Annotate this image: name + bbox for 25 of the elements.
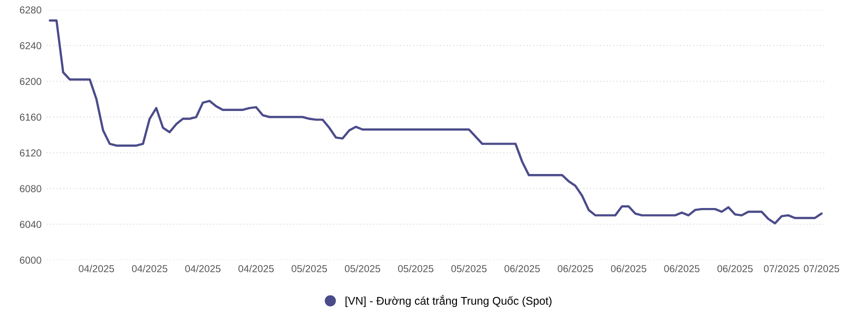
x-tick-label: 05/2025 [344, 264, 380, 272]
y-tick-label: 6080 [20, 185, 42, 192]
x-tick-label: 04/2025 [132, 264, 168, 272]
x-tick-label: 06/2025 [717, 264, 753, 272]
x-tick-label: 05/2025 [451, 264, 487, 272]
x-tick-label: 04/2025 [185, 264, 221, 272]
legend-label: [VN] - Đường cát trắng Trung Quốc (Spot) [346, 295, 552, 307]
x-tick-label: 06/2025 [664, 264, 700, 272]
y-tick-label: 6120 [20, 149, 42, 156]
y-tick-label: 6040 [20, 220, 42, 228]
line-series [48, 19, 823, 224]
x-tick-label: 04/2025 [238, 264, 274, 272]
y-tick-label: 6280 [20, 6, 42, 14]
y-tick-label: 6240 [20, 42, 42, 50]
x-tick-label: 07/2025 [764, 264, 800, 272]
x-tick-label: 05/2025 [292, 264, 327, 272]
y-tick-label: 6160 [20, 114, 42, 121]
x-tick-label: 06/2025 [610, 264, 646, 272]
x-tick-label: 06/2025 [504, 264, 540, 272]
x-tick-label: 05/2025 [398, 264, 434, 272]
x-tick-label: 06/2025 [558, 264, 594, 272]
x-tick-label: 04/2025 [78, 264, 114, 272]
y-tick-label: 6200 [20, 78, 42, 85]
x-tick-label: 07/2025 [804, 264, 840, 272]
y-tick-label: 6000 [20, 256, 42, 264]
